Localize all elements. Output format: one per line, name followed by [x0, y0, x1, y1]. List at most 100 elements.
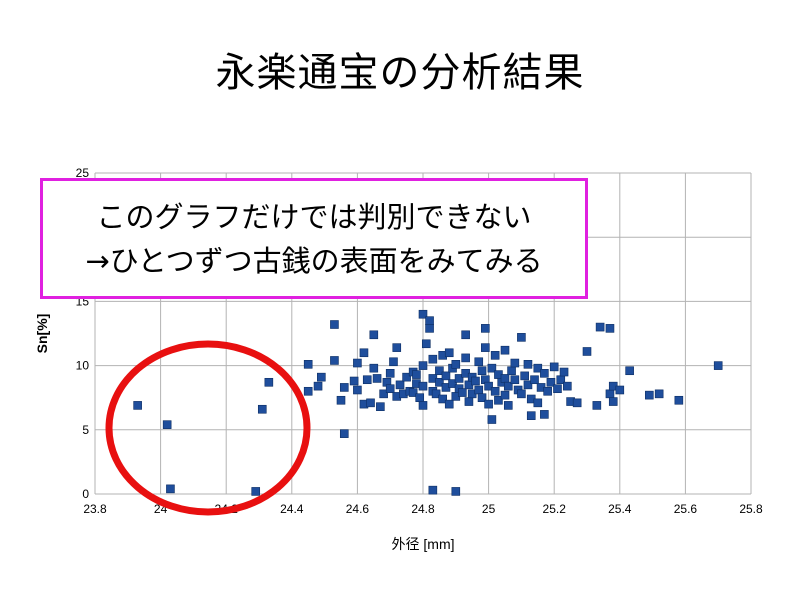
data-point [477, 366, 487, 376]
x-tick-label: 24.8 [411, 502, 435, 516]
data-point [389, 357, 398, 367]
data-point [474, 357, 484, 367]
data-point [166, 484, 175, 494]
callout-box: このグラフだけでは判別できない →ひとつずつ古銭の表面をみてみる [40, 178, 588, 299]
data-point [533, 398, 543, 408]
data-point [448, 379, 457, 388]
data-point [461, 353, 470, 363]
y-tick-label: 0 [82, 487, 89, 501]
data-point [303, 360, 313, 369]
data-point [517, 389, 526, 399]
data-point [645, 390, 654, 400]
data-point [490, 386, 500, 396]
data-point [494, 395, 503, 405]
data-point [500, 374, 510, 383]
x-tick-label: 24.4 [280, 502, 304, 516]
y-axis-title: Sn[%] [34, 314, 50, 354]
data-point [572, 398, 582, 408]
data-point [507, 366, 516, 376]
data-point [605, 324, 615, 333]
data-point [615, 385, 625, 395]
data-point [546, 377, 556, 387]
y-tick-label: 10 [76, 359, 90, 373]
data-point [549, 362, 559, 372]
data-point [503, 381, 513, 391]
x-axis-title: 外径 [mm] [392, 536, 455, 552]
x-tick-label: 25.6 [674, 502, 698, 516]
callout-line-1: このグラフだけでは判別できない [96, 199, 532, 234]
data-point [553, 384, 562, 394]
data-point [490, 351, 500, 360]
data-point [595, 322, 605, 332]
data-point [257, 404, 267, 414]
data-point [418, 309, 428, 319]
data-point [540, 410, 549, 419]
data-point [523, 360, 533, 369]
x-tick-label: 23.8 [83, 502, 107, 516]
callout-line-2: →ひとつずつ古銭の表面をみてみる [85, 243, 543, 278]
data-point [339, 383, 349, 392]
data-point [608, 397, 618, 406]
data-point [523, 380, 533, 390]
data-point [369, 330, 379, 340]
data-point [385, 384, 395, 394]
x-tick-label: 25.4 [608, 502, 632, 516]
slide-title: 永楽通宝の分析結果 [215, 50, 585, 96]
data-point [339, 429, 349, 438]
data-point [428, 354, 438, 364]
data-point [484, 381, 493, 391]
data-point [362, 375, 372, 385]
x-tick-label: 24.6 [346, 502, 370, 516]
data-point [317, 372, 326, 382]
x-tick-label: 25.8 [739, 502, 763, 516]
data-point [379, 389, 388, 399]
data-point [435, 377, 444, 387]
data-point [458, 388, 467, 397]
data-point [353, 385, 362, 395]
data-point [471, 376, 480, 386]
data-point [481, 343, 490, 352]
data-point [500, 390, 510, 400]
x-tick-label: 25 [482, 502, 496, 516]
data-point [474, 385, 484, 395]
data-point [461, 330, 470, 340]
data-point [625, 366, 634, 376]
data-point [251, 487, 261, 496]
data-point [408, 388, 418, 397]
data-point [412, 370, 421, 379]
data-point [526, 411, 536, 420]
data-point [533, 363, 543, 373]
data-point [385, 369, 395, 378]
data-point [418, 381, 428, 391]
data-point [402, 372, 411, 382]
x-tick-label: 25.2 [543, 502, 567, 516]
data-point [431, 389, 441, 399]
data-point [674, 395, 684, 405]
data-point [376, 402, 385, 411]
data-point [510, 375, 520, 385]
data-point [487, 415, 497, 424]
data-point [503, 401, 513, 410]
data-point [451, 487, 461, 496]
data-point [133, 401, 142, 410]
data-point [336, 395, 346, 405]
data-point [366, 398, 375, 408]
data-point [372, 374, 382, 383]
data-point [369, 363, 379, 373]
data-point [654, 389, 664, 399]
data-point [543, 386, 552, 396]
data-point [353, 358, 362, 368]
data-point [359, 348, 369, 358]
data-point [559, 367, 569, 377]
data-point [444, 348, 454, 358]
data-point [441, 371, 451, 381]
data-point [349, 376, 359, 386]
data-point [517, 333, 526, 342]
y-tick-label: 5 [82, 423, 89, 437]
data-point [454, 374, 464, 383]
data-point [418, 401, 428, 410]
data-point [418, 361, 428, 370]
data-point [438, 394, 447, 404]
data-point [520, 371, 529, 381]
